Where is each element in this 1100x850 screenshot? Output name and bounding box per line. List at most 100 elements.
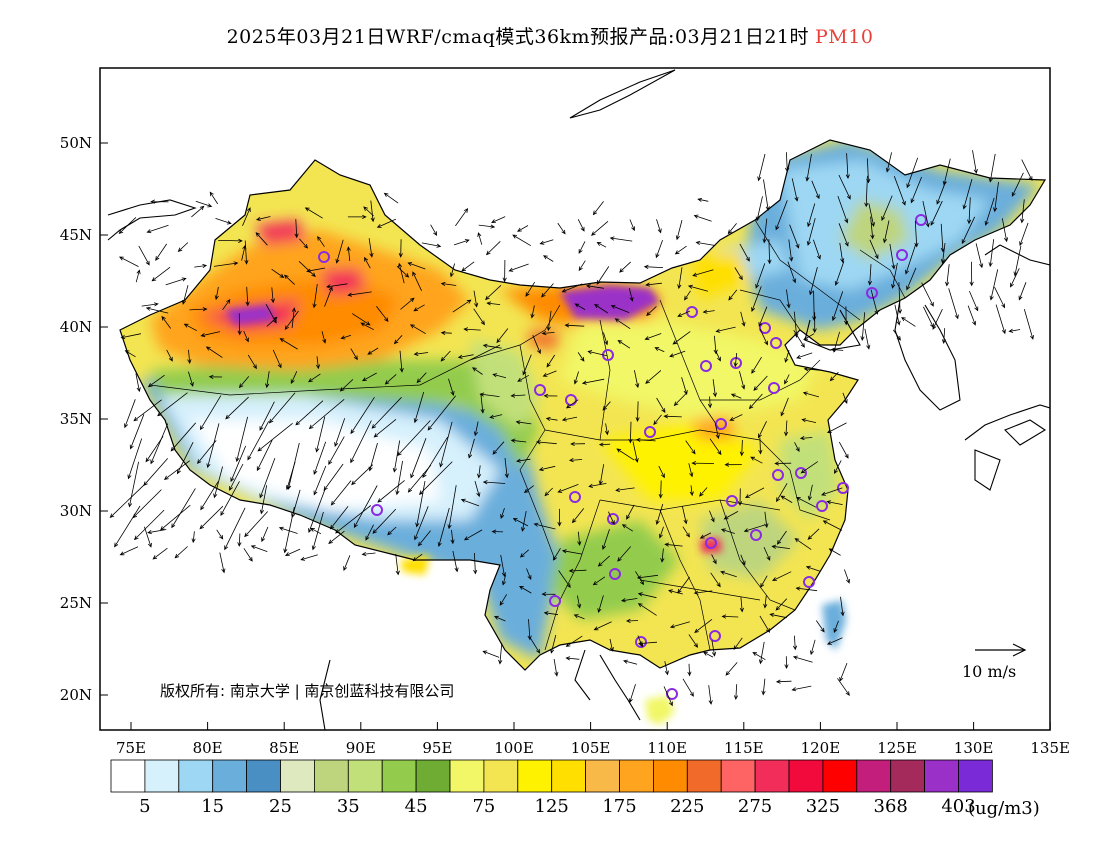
wind-arrow <box>702 651 714 658</box>
wind-arrow <box>568 568 587 573</box>
wind-arrow <box>166 349 173 362</box>
wind-arrow <box>842 392 848 404</box>
lon-tick-label: 135E <box>1030 739 1070 757</box>
wind-arrow <box>664 542 683 547</box>
wind-arrow <box>948 288 959 320</box>
wind-arrow <box>832 291 844 322</box>
wind-arrow <box>967 305 977 326</box>
wind-arrow <box>502 259 507 283</box>
wind-arrow <box>383 192 399 204</box>
wind-arrow <box>794 442 800 453</box>
lat-tick-label: 35N <box>60 410 92 428</box>
wind-arrow <box>621 598 638 603</box>
wind-arrow <box>867 264 873 286</box>
wind-arrow <box>578 260 586 272</box>
wind-arrow <box>891 262 898 289</box>
wind-arrow <box>199 395 222 431</box>
wind-arrow <box>734 267 743 281</box>
map-title: 2025年03月21日WRF/cmaq模式36km预报产品:03月21日21时 P… <box>0 22 1100 49</box>
wind-arrow <box>758 437 763 455</box>
colorbar-swatch <box>551 759 587 793</box>
wind-arrow <box>489 414 503 419</box>
wind-arrow <box>271 268 285 279</box>
wind-arrow <box>440 281 457 287</box>
wind-arrow <box>183 323 197 332</box>
colorbar-label: 225 <box>670 796 704 817</box>
wind-arrow <box>283 507 295 554</box>
wind-arrow <box>525 281 536 297</box>
wind-arrow <box>543 611 559 616</box>
wind-arrow <box>688 634 699 648</box>
wind-arrow <box>119 546 139 556</box>
wind-arrow <box>243 548 253 562</box>
wind-arrow <box>870 216 875 240</box>
wind-arrow <box>298 261 316 278</box>
wind-arrow <box>689 485 694 497</box>
wind-arrow <box>805 565 820 572</box>
wind-arrow <box>393 335 403 345</box>
wind-arrow <box>664 661 669 676</box>
lon-tick-label: 110E <box>647 739 687 757</box>
wind-arrow <box>834 460 842 475</box>
colorbar-labels: 5 15 25 35 45 75 125 175 225 275 325 368 403 <box>139 796 976 817</box>
wind-arrow <box>658 465 665 479</box>
wind-arrow <box>510 438 527 443</box>
wind-arrow <box>415 481 426 528</box>
wind-arrow <box>526 568 532 581</box>
wind-arrow <box>455 208 469 227</box>
wind-arrow <box>238 376 250 389</box>
wind-arrow <box>430 224 438 237</box>
wind-arrow <box>557 484 579 493</box>
wind-arrow <box>161 315 172 329</box>
wind-arrow <box>655 503 664 525</box>
wind-arrow <box>247 421 270 461</box>
wind-arrow <box>398 262 405 284</box>
wind-arrow <box>759 328 768 346</box>
wind-arrow <box>740 311 746 327</box>
colorbar-swatch <box>246 759 281 793</box>
wind-arrow <box>326 283 348 289</box>
wind-arrow <box>681 377 688 395</box>
wind-arrow <box>170 422 197 452</box>
wind-arrow <box>869 239 879 260</box>
wind-arrow <box>450 529 455 545</box>
wind-arrow <box>795 496 817 508</box>
wind-arrow <box>187 349 192 365</box>
wind-arrow <box>541 592 556 597</box>
wind-arrow <box>523 485 534 494</box>
wind-arrow <box>610 304 630 313</box>
wind-arrow <box>811 180 820 200</box>
wind-arrow <box>834 261 845 286</box>
wind-arrow <box>243 330 249 343</box>
wind-arrow <box>796 352 813 359</box>
wind-arrow <box>138 245 150 266</box>
wind-arrow <box>763 546 771 561</box>
wind-arrow <box>788 239 794 262</box>
wind-arrow <box>760 575 768 588</box>
wind-arrow <box>753 375 768 391</box>
wind-arrow <box>587 350 608 357</box>
wind-arrow <box>752 652 766 661</box>
colorbar-swatch <box>280 759 315 793</box>
wind-arrow <box>208 374 223 379</box>
wind-arrow <box>1001 218 1009 243</box>
wind-arrow <box>463 529 483 541</box>
wind-arrow <box>376 218 397 228</box>
wind-arrow <box>486 301 501 306</box>
wind-arrow <box>628 684 636 704</box>
wind-arrow <box>364 256 371 269</box>
wind-arrow <box>739 370 746 390</box>
wind-arrow <box>793 329 805 348</box>
colorbar-label: 15 <box>201 796 224 817</box>
wind-arrow <box>417 530 431 547</box>
wind-arrow <box>829 371 839 382</box>
wind-arrow <box>813 239 821 260</box>
wind-arrow <box>543 393 558 398</box>
wind-arrow <box>558 570 571 588</box>
colorbar-swatch <box>381 759 417 793</box>
wind-arrow <box>353 485 378 528</box>
wind-arrow <box>163 460 190 480</box>
wind-arrow <box>492 441 505 455</box>
wind-arrow <box>838 174 851 200</box>
wind-arrow <box>485 285 502 301</box>
